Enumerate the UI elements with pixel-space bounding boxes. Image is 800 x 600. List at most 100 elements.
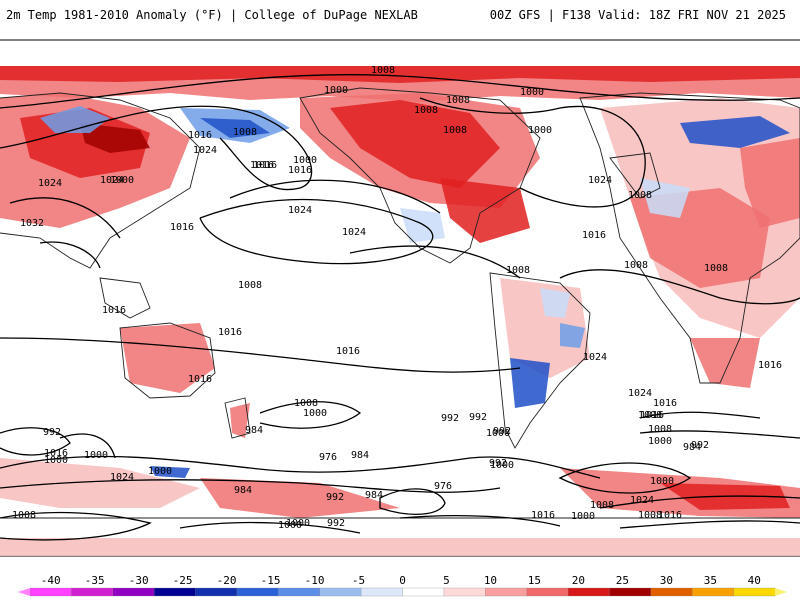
model-run-info: 00Z GFS | F138 Valid: 18Z FRI NOV 21 202… bbox=[489, 8, 786, 22]
isobar-line bbox=[619, 520, 800, 529]
isobar-line bbox=[399, 514, 561, 527]
warm-anomaly-region bbox=[0, 458, 200, 508]
isobar-line bbox=[0, 337, 521, 373]
colorbar-tick-label: 40 bbox=[748, 574, 761, 587]
isobar-label: 1016 bbox=[531, 510, 555, 521]
colorbar-tick-label: 20 bbox=[572, 574, 585, 587]
isobar-label: 1008 bbox=[704, 263, 728, 274]
isobar-label: 992 bbox=[469, 412, 487, 423]
isobar-line bbox=[0, 479, 501, 493]
colorbar-swatch bbox=[360, 587, 404, 597]
warm-anomaly-region bbox=[200, 478, 400, 518]
isobar-label: 1024 bbox=[38, 178, 62, 189]
colorbar-tick-label: 10 bbox=[484, 574, 497, 587]
colorbar-swatch bbox=[195, 587, 238, 597]
isobar-label: 1016 bbox=[170, 222, 194, 233]
isobar-label: 984 bbox=[683, 442, 701, 453]
isobar-label: 984 bbox=[365, 490, 383, 501]
colorbar-tick-label: -25 bbox=[173, 574, 193, 587]
isobar-line bbox=[558, 462, 692, 494]
colorbar-swatch bbox=[609, 587, 652, 597]
isobar-label: 1000 bbox=[286, 518, 310, 529]
warm-anomaly-region bbox=[740, 138, 800, 228]
colorbar-tick-label: -15 bbox=[261, 574, 281, 587]
colorbar-tick-label: 30 bbox=[660, 574, 673, 587]
isobar-label: 1016 bbox=[336, 346, 360, 357]
isobar-label: 1016 bbox=[758, 360, 782, 371]
colorbar-swatch bbox=[692, 587, 735, 597]
isobar-line bbox=[0, 105, 313, 191]
cool-anomaly-region bbox=[680, 116, 790, 148]
isobar-label: 1000 bbox=[303, 408, 327, 419]
isobar-label: 1008 bbox=[648, 424, 672, 435]
isobar-line bbox=[229, 179, 441, 214]
isobar-label: 1000 bbox=[648, 436, 672, 447]
isobar-label: 992 bbox=[493, 426, 511, 437]
isobar-label: 992 bbox=[441, 413, 459, 424]
isobar-label: 1024 bbox=[193, 145, 217, 156]
isobar-labels: 1008100010081000100810001008101610241008… bbox=[12, 65, 782, 531]
cool-anomaly-region bbox=[640, 178, 690, 218]
isobar-label: 1008 bbox=[590, 500, 614, 511]
warm-anomaly-region bbox=[0, 66, 800, 83]
isobar-label: 1016 bbox=[253, 160, 277, 171]
cool-anomaly-region bbox=[40, 106, 110, 133]
colorbar-ticks: -40 -35 -30 -25 -20 -15 -10 -5 0 5 10 15 20 25 30 35 40 bbox=[41, 574, 761, 587]
cool-anomaly-region bbox=[510, 358, 550, 408]
cool-anomaly-region bbox=[540, 288, 570, 318]
isobar-line bbox=[39, 241, 101, 269]
isobar-label: 1024 bbox=[628, 388, 652, 399]
isobar-label: 1000 bbox=[84, 450, 108, 461]
isobar-label: 1032 bbox=[20, 218, 44, 229]
isobar-label: 1024 bbox=[342, 227, 366, 238]
warm-anomaly-region bbox=[440, 178, 530, 243]
isobar-label: 1008 bbox=[238, 280, 262, 291]
title-bar: 2m Temp 1981-2010 Anomaly (°F) | College… bbox=[0, 0, 800, 34]
isobar-line bbox=[639, 411, 761, 419]
coastline bbox=[119, 322, 216, 399]
isobar-label: 1000 bbox=[520, 87, 544, 98]
coastline bbox=[489, 272, 591, 449]
isobar-label: 1000 bbox=[44, 455, 68, 466]
isobar-label: 1016 bbox=[102, 305, 126, 316]
isobar-label: 1024 bbox=[288, 205, 312, 216]
isobar-label: 1008 bbox=[506, 265, 530, 276]
isobar-label: 976 bbox=[319, 452, 337, 463]
map-title: 2m Temp 1981-2010 Anomaly (°F) | College… bbox=[6, 8, 418, 22]
isobar-label: 1016 bbox=[640, 410, 664, 421]
colorbar-tick-label: -10 bbox=[305, 574, 325, 587]
isobar-line bbox=[419, 97, 646, 208]
colorbar-tick-label: 25 bbox=[616, 574, 629, 587]
isobar-label: 984 bbox=[234, 485, 252, 496]
colorbar-swatch bbox=[733, 587, 776, 597]
colorbar-swatch bbox=[278, 587, 321, 597]
isobar-label: 1016 bbox=[658, 510, 682, 521]
isobar-label: 1008 bbox=[446, 95, 470, 106]
colorbar-tick-label: -20 bbox=[217, 574, 237, 587]
cool-anomaly-region bbox=[560, 323, 585, 348]
colorbar-swatch bbox=[402, 587, 445, 597]
isobar-label: 984 bbox=[351, 450, 369, 461]
colorbar-swatch bbox=[443, 587, 486, 597]
isobar-label: 1008 bbox=[638, 510, 662, 521]
isobar-label: 992 bbox=[327, 518, 345, 529]
isobar-label: 1000 bbox=[528, 125, 552, 136]
colorbar-tick-label: 15 bbox=[528, 574, 541, 587]
isobar-label: 1008 bbox=[628, 190, 652, 201]
isobar-label: 1016 bbox=[44, 448, 68, 459]
warm-anomaly-region bbox=[80, 123, 150, 153]
colorbar-swatches bbox=[18, 587, 787, 597]
isobar-label: 992 bbox=[691, 440, 709, 451]
isobar-label: 1016 bbox=[218, 327, 242, 338]
isobar-label: 1000 bbox=[110, 175, 134, 186]
isobar-label: 1008 bbox=[624, 260, 648, 271]
isobar-line bbox=[199, 198, 434, 265]
warm-anomaly-region bbox=[330, 100, 500, 188]
warm-anomaly-region bbox=[0, 538, 800, 556]
colorbar-swatch bbox=[567, 587, 611, 597]
cool-anomaly-region bbox=[150, 466, 190, 478]
isobar-label: 1000 bbox=[293, 155, 317, 166]
isobar-label: 1000 bbox=[278, 520, 302, 531]
isobar-label: 1000 bbox=[490, 460, 514, 471]
isobar-label: 1008 bbox=[443, 125, 467, 136]
